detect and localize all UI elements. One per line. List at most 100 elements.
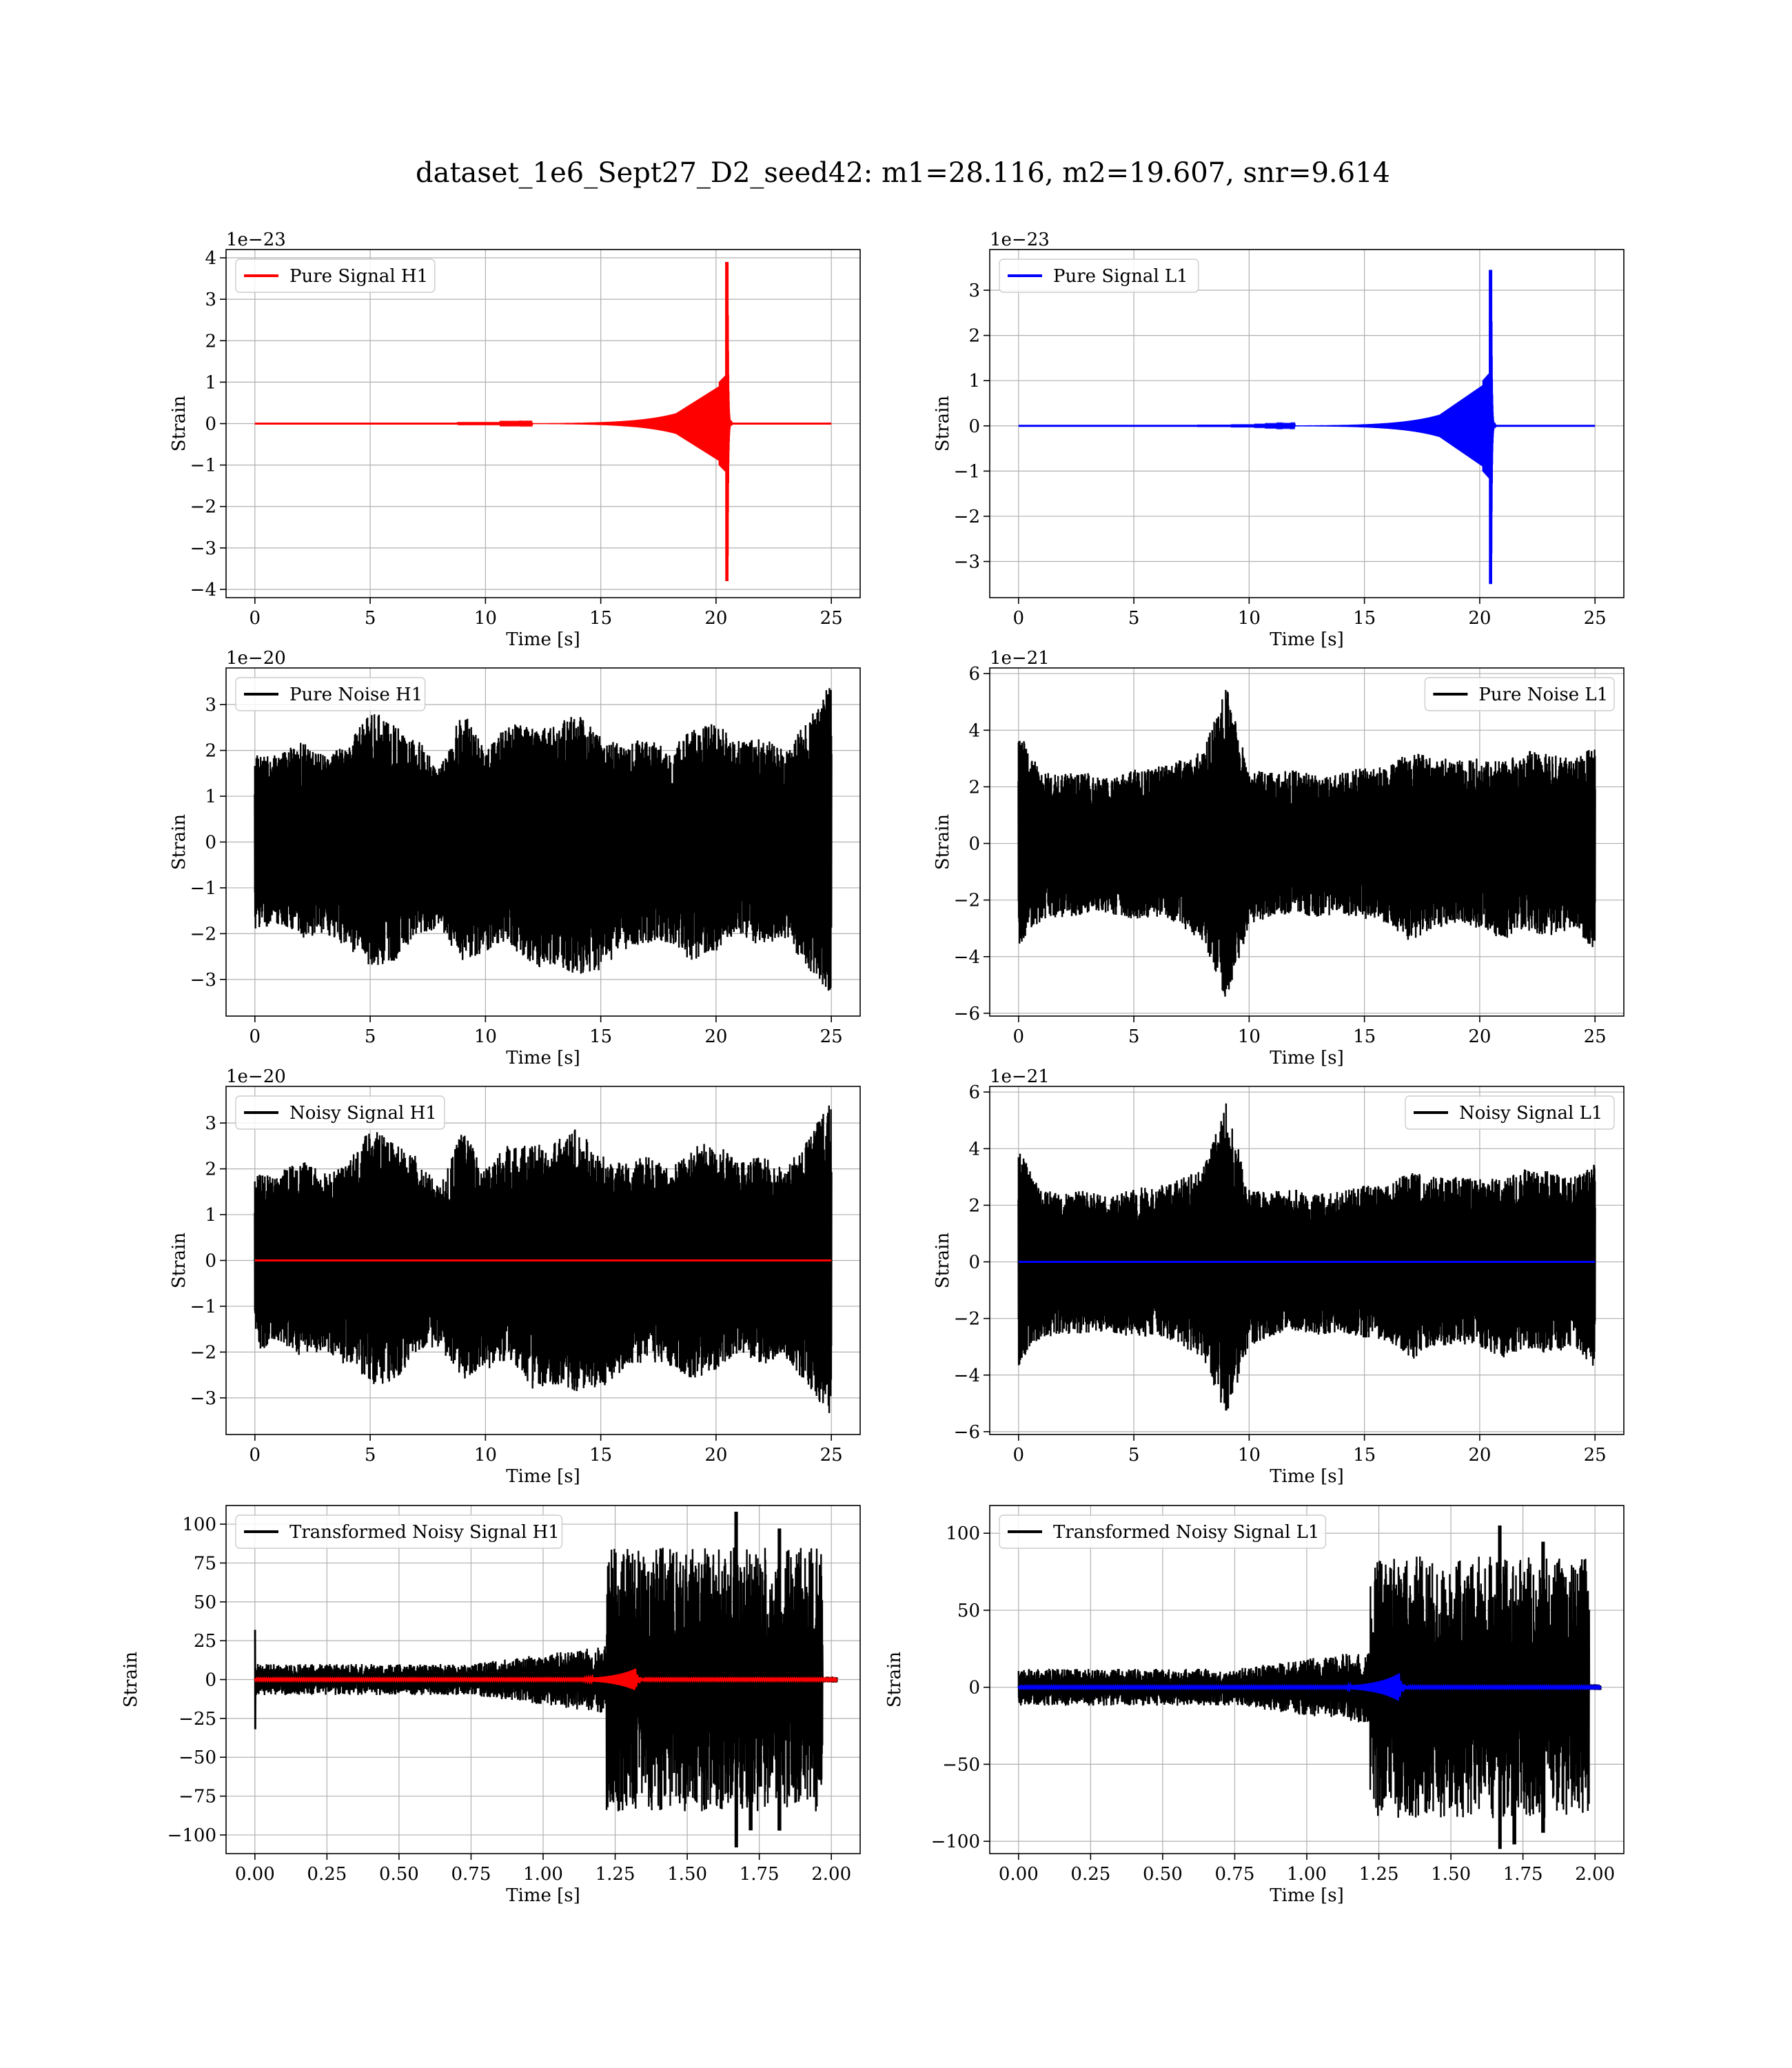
y-tick-label: −100 [167,1825,216,1846]
y-tick-label: −2 [954,507,980,527]
legend-label: Transformed Noisy Signal L1 [1053,1522,1319,1543]
legend-label: Transformed Noisy Signal H1 [289,1522,560,1543]
legend-label: Noisy Signal L1 [1459,1103,1602,1124]
legend: Transformed Noisy Signal H1 [235,1514,563,1549]
y-tick-label: −1 [190,456,216,476]
subplot-noisy-signal-h1: 0 5 10 15 20 25 −3 −2 −1 0 1 2 3 Time [s] Strain 1e−20N… [169,1066,861,1487]
x-tick-label: 1.25 [1359,1864,1399,1885]
x-tick-label: 0 [1013,1026,1025,1047]
y-tick-label: 0 [205,833,216,853]
x-tick-label: 25 [820,1026,843,1047]
y-tick-label: −100 [931,1832,980,1852]
x-tick-label: 20 [1468,1445,1491,1466]
x-tick-label: 15 [1353,608,1376,629]
offset-text: 1e−20 [226,1066,286,1087]
y-tick-label: 2 [205,1159,216,1180]
series-core-pure-noise-l1 [1017,756,1596,929]
y-tick-label: −25 [179,1709,216,1730]
series-core-noisy-signal-l1 [1017,1175,1596,1348]
x-tick-label: 1.00 [1287,1864,1327,1885]
y-tick-label: −1 [190,1297,216,1317]
x-tick-label: 25 [820,608,843,629]
legend: Pure Noise H1 [235,677,426,711]
y-tick-label: −1 [954,461,980,482]
legend: Noisy Signal L1 [1405,1095,1615,1130]
legend: Transformed Noisy Signal L1 [999,1514,1327,1549]
x-tick-label: 1.75 [1503,1864,1543,1885]
y-tick-label: −3 [190,1388,216,1409]
plot-area [1017,1525,1602,1849]
y-tick-label: 0 [968,834,980,855]
plot-area [254,261,832,582]
y-tick-label: 25 [194,1631,216,1652]
legend-label: Noisy Signal H1 [289,1103,437,1124]
y-tick-label: −2 [190,1342,216,1363]
x-tick-label: 25 [1584,608,1607,629]
y-tick-label: −4 [954,1366,980,1386]
y-tick-label: 100 [182,1514,216,1535]
x-tick-label: 10 [1238,608,1261,629]
y-tick-label: 0 [968,1253,980,1273]
x-tick-label: 2.00 [1575,1864,1615,1885]
y-tick-label: −3 [954,552,980,573]
x-tick-label: 0.00 [235,1864,275,1885]
x-tick-label: 5 [365,1445,376,1466]
x-axis-label: Time [s] [1270,629,1344,650]
offset-text: 1e−21 [990,1066,1050,1087]
x-tick-label: 1.25 [595,1864,635,1885]
y-tick-label: −50 [179,1747,216,1768]
plot-area [254,688,833,991]
y-tick-label: 4 [205,248,216,269]
subplot-pure-signal-l1: 0 5 10 15 20 25 −3 −2 −1 0 1 2 3 Time [s] Strain 1e−23P… [933,230,1625,650]
x-tick-label: 0.75 [451,1864,491,1885]
y-axis-label: Strain [933,396,953,452]
x-tick-label: 20 [704,1026,727,1047]
x-tick-label: 10 [474,1026,497,1047]
plot-area [254,1511,838,1848]
y-axis-label: Strain [169,396,190,452]
x-tick-label: 1.75 [740,1864,780,1885]
x-tick-label: 1.50 [1431,1864,1471,1885]
series-core-pure-noise-h1 [254,753,833,928]
y-tick-label: 2 [968,326,980,347]
subplot-transformed-noisy-signal-l1: 0.00 0.25 0.50 0.75 1.00 1.25 1.50 1.75 2.00 −100… [884,1505,1625,1906]
x-tick-label: 5 [1128,1445,1140,1466]
series-line-pure-noise-l1 [1017,689,1596,997]
legend-label: Pure Signal L1 [1053,266,1188,287]
x-tick-label: 10 [474,608,497,629]
figure-title: dataset_1e6_Sept27_D2_seed42: m1=28.116,… [416,157,1390,189]
subplot-pure-noise-l1: 0 5 10 15 20 25 −6 −4 −2 0 2 4 6 Time [s] Strain 1e−21 P… [933,648,1625,1068]
legend-label: Pure Noise H1 [289,685,422,705]
x-axis-label: Time [s] [506,1048,580,1068]
x-tick-label: 1.50 [667,1864,707,1885]
y-tick-label: 3 [205,1113,216,1134]
grid [990,250,1624,598]
x-tick-label: 25 [1584,1026,1607,1047]
y-tick-label: −6 [954,1004,980,1024]
y-tick-label: 3 [205,695,216,716]
subplot-noisy-signal-l1: 0 5 10 15 20 25 −6 −4 −2 0 2 4 6 Time [s] Strain 1e−21 N… [933,1066,1625,1487]
x-tick-label: 0.00 [999,1864,1039,1885]
legend-box [235,258,436,293]
y-axis-label: Strain [169,814,190,871]
y-tick-label: 2 [968,1195,980,1216]
axes-frame [989,667,1625,1017]
y-tick-label: −4 [954,947,980,968]
plot-area [1017,689,1596,997]
x-tick-label: 0 [250,1445,261,1466]
y-tick-label: 0 [205,1670,216,1691]
x-tick-label: 0.75 [1215,1864,1255,1885]
tick-labels: 0 5 10 15 20 25 −4 −3 −2 −1 0 1 2 3 4 [190,248,843,629]
y-tick-label: −2 [190,924,216,944]
y-tick-label: 50 [957,1601,980,1621]
axes-frame [989,249,1625,598]
tick-labels: 0 5 10 15 20 25 −6 −4 −2 0 2 4 6 [954,1082,1607,1466]
plot-area [1018,270,1596,585]
x-tick-label: 20 [1468,608,1491,629]
subplot-pure-noise-h1: 0 5 10 15 20 25 −3 −2 −1 0 1 2 3 Time [s] Strain 1e−20P… [169,648,861,1068]
x-tick-label: 15 [589,608,612,629]
y-tick-label: 0 [968,1678,980,1699]
x-axis-label: Time [s] [506,629,580,650]
series-core-noisy-signal-h1 [254,1172,833,1346]
